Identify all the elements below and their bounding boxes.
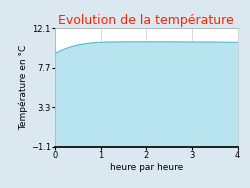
X-axis label: heure par heure: heure par heure bbox=[110, 163, 183, 172]
Title: Evolution de la température: Evolution de la température bbox=[58, 14, 234, 27]
Y-axis label: Température en °C: Température en °C bbox=[18, 45, 28, 130]
